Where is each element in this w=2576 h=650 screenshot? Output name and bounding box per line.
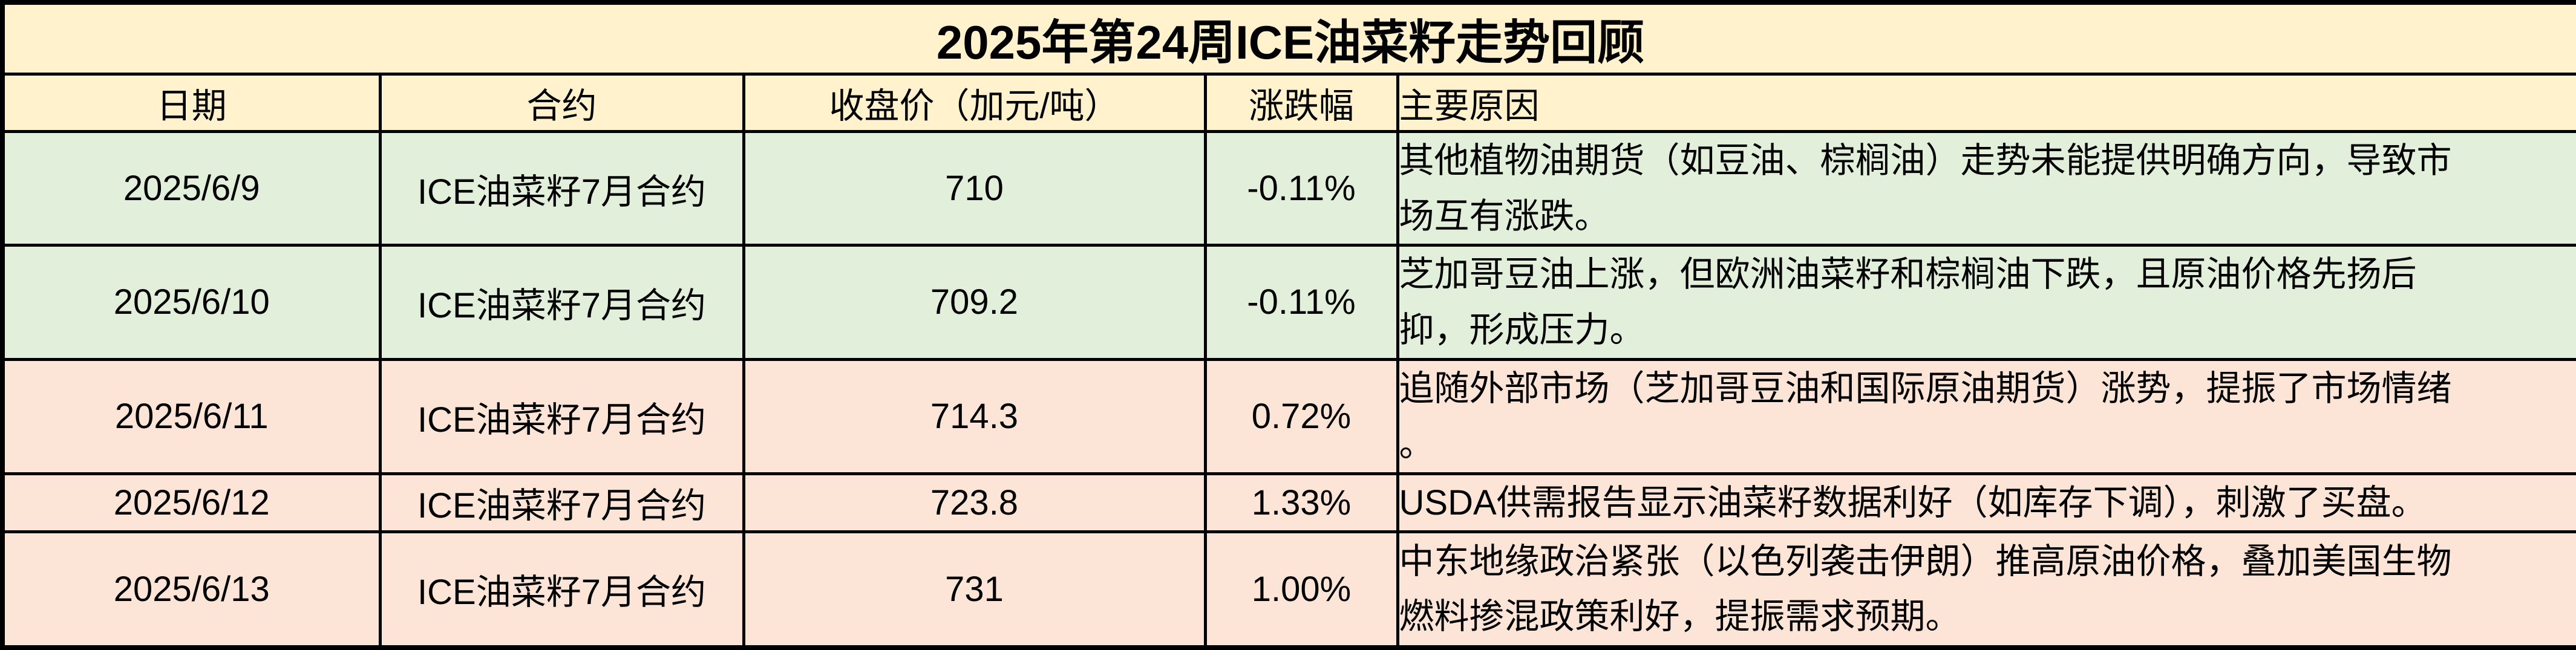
date-cell: 2025/6/12 [1,472,382,534]
change-cell: -0.11% [1203,244,1399,361]
date-cell: 2025/6/13 [1,530,382,649]
reason-cell: 其他植物油期货（如豆油、棕榈油）走势未能提供明确方向，导致市 场互有涨跌。 [1396,129,2576,247]
date-cell: 2025/6/9 [1,129,382,247]
close-price-cell: 714.3 [742,357,1207,475]
close-price-cell: 710 [742,129,1207,247]
contract-cell: ICE油菜籽7月合约 [378,472,745,534]
close-price-cell: 723.8 [742,472,1207,534]
col-header-date: 日期 [1,73,382,133]
col-header-contract: 合约 [378,73,745,133]
contract-cell: ICE油菜籽7月合约 [378,530,745,649]
contract-cell: ICE油菜籽7月合约 [378,357,745,475]
col-header-reason: 主要原因 [1396,73,2576,133]
change-cell: 0.72% [1203,357,1399,475]
close-price-cell: 709.2 [742,244,1207,361]
header-row: 日期 合约 收盘价（加元/吨） 涨跌幅 主要原因 [1,73,2576,133]
table-row: 2025/6/12 ICE油菜籽7月合约 723.8 1.33% USDA供需报… [1,472,2576,534]
contract-cell: ICE油菜籽7月合约 [378,129,745,247]
col-header-change: 涨跌幅 [1203,73,1399,133]
date-cell: 2025/6/11 [1,357,382,475]
reason-cell: 中东地缘政治紧张（以色列袭击伊朗）推高原油价格，叠加美国生物 燃料掺混政策利好，… [1396,530,2576,649]
change-cell: 1.33% [1203,472,1399,534]
table-row: 2025/6/10 ICE油菜籽7月合约 709.2 -0.11% 芝加哥豆油上… [1,244,2576,361]
reason-cell: 追随外部市场（芝加哥豆油和国际原油期货）涨势，提振了市场情绪 。 [1396,357,2576,475]
close-price-cell: 731 [742,530,1207,649]
table-row: 2025/6/13 ICE油菜籽7月合约 731 1.00% 中东地缘政治紧张（… [1,530,2576,649]
title-row: 2025年第24周ICE油菜籽走势回顾 [1,1,2576,76]
contract-cell: ICE油菜籽7月合约 [378,244,745,361]
change-cell: -0.11% [1203,129,1399,247]
col-header-close-price: 收盘价（加元/吨） [742,73,1207,133]
reason-cell: USDA供需报告显示油菜籽数据利好（如库存下调），刺激了买盘。 [1396,472,2576,534]
date-cell: 2025/6/10 [1,244,382,361]
reason-cell: 芝加哥豆油上涨，但欧洲油菜籽和棕榈油下跌，且原油价格先扬后 抑，形成压力。 [1396,244,2576,361]
change-cell: 1.00% [1203,530,1399,649]
table-row: 2025/6/11 ICE油菜籽7月合约 714.3 0.72% 追随外部市场（… [1,357,2576,475]
page-title: 2025年第24周ICE油菜籽走势回顾 [1,1,2576,76]
table-row: 2025/6/9 ICE油菜籽7月合约 710 -0.11% 其他植物油期货（如… [1,129,2576,247]
